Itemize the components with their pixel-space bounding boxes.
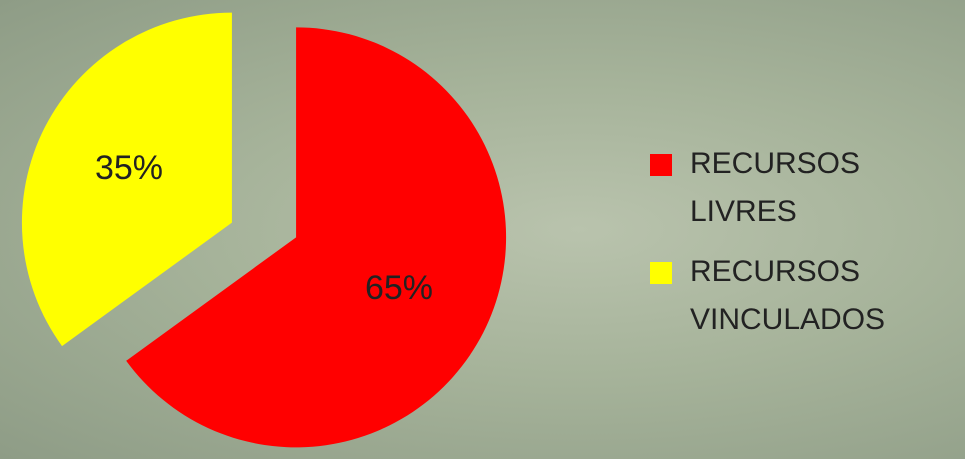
legend-item: RECURSOS VINCULADOS [650, 248, 950, 344]
data-label: 35% [95, 149, 163, 187]
page: 65% 35% RECURSOS LIVRES RECURSOS VINCULADO… [0, 0, 965, 459]
data-label: 65% [365, 269, 433, 307]
legend-label: RECURSOS VINCULADOS [690, 248, 950, 344]
legend-label: RECURSOS LIVRES [690, 140, 950, 236]
legend-swatch [650, 154, 672, 176]
legend-item: RECURSOS LIVRES [650, 140, 950, 236]
legend-swatch [650, 262, 672, 284]
legend: RECURSOS LIVRES RECURSOS VINCULADOS [650, 140, 950, 356]
